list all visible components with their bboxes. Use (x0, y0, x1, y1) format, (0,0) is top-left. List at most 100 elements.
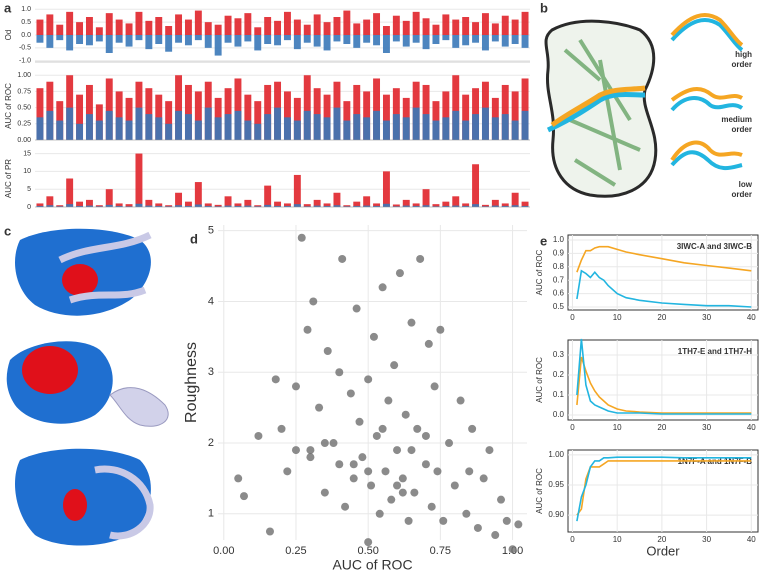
point (352, 304, 361, 313)
bar (412, 11, 420, 35)
bar (125, 97, 133, 140)
y-tick-label: 10 (23, 168, 31, 175)
point (433, 467, 442, 476)
bar (491, 117, 499, 140)
bar (491, 35, 499, 42)
chart-title: 1TH7-E and 1TH7-H (678, 347, 752, 356)
bar (76, 123, 84, 140)
bar (392, 35, 400, 42)
x-tick-label: 20 (657, 423, 666, 432)
point (277, 424, 286, 433)
bar (303, 204, 311, 207)
bar (412, 35, 420, 43)
point (364, 538, 373, 547)
bar (343, 205, 351, 207)
order-label: high (735, 50, 752, 59)
point (367, 481, 376, 490)
bar (95, 206, 103, 207)
bar (432, 24, 440, 35)
bar (204, 22, 212, 35)
bar (184, 19, 192, 35)
bar (214, 204, 222, 207)
y-tick-label: 1.00 (548, 450, 564, 459)
y-tick-label: 1 (208, 508, 214, 520)
bar (214, 35, 222, 56)
point (355, 417, 364, 426)
bar (452, 75, 460, 140)
bar (323, 22, 331, 35)
bar (95, 27, 103, 35)
bar (472, 204, 480, 207)
bar (184, 84, 192, 140)
x-tick-label: 0 (570, 535, 575, 544)
bar (184, 35, 192, 46)
bar (56, 35, 64, 41)
y-tick-label: 0.50 (17, 104, 31, 111)
bar (125, 204, 133, 207)
bar (442, 14, 450, 35)
bar (363, 205, 371, 207)
bar (135, 203, 143, 207)
bar (333, 192, 341, 207)
bar (303, 35, 311, 43)
bar (66, 204, 74, 207)
point (398, 474, 407, 483)
bar (343, 35, 351, 44)
point (445, 439, 454, 448)
y-axis-label: AUC of PR (4, 159, 13, 198)
point (364, 467, 373, 476)
bar (184, 114, 192, 140)
bar (165, 206, 173, 207)
point (364, 375, 373, 384)
bar (363, 117, 371, 140)
bar (363, 196, 371, 207)
bar (353, 201, 361, 207)
x-tick-label: 0.00 (213, 545, 234, 557)
point (315, 403, 324, 412)
bar (452, 110, 460, 140)
bar (194, 91, 202, 140)
bar (373, 205, 381, 207)
bar (194, 204, 202, 207)
bar (303, 110, 311, 140)
bar (125, 206, 133, 207)
bar (491, 199, 499, 207)
bar (382, 35, 390, 53)
point (234, 474, 243, 483)
bar (254, 206, 262, 207)
bar (85, 35, 93, 46)
bar (56, 24, 64, 35)
bar (491, 205, 499, 207)
bar (274, 201, 282, 207)
bar (56, 120, 64, 140)
point (309, 297, 318, 306)
bar (234, 18, 242, 35)
y-tick-label: 0.2 (553, 370, 565, 379)
bar (412, 205, 420, 207)
point (390, 361, 399, 370)
point (271, 375, 280, 384)
bar (254, 123, 262, 140)
bar (264, 204, 272, 207)
bar (105, 189, 113, 207)
bar (165, 35, 173, 52)
bar (511, 35, 519, 44)
bar (382, 120, 390, 140)
bar (244, 13, 252, 36)
bar (115, 19, 123, 35)
bar (442, 35, 450, 41)
bar (472, 164, 480, 207)
point (401, 410, 410, 419)
bar (472, 114, 480, 140)
bar (363, 91, 371, 140)
bar (194, 10, 202, 35)
bar (234, 203, 242, 207)
bar (333, 107, 341, 140)
bar (402, 20, 410, 35)
bar (373, 110, 381, 140)
point (372, 431, 381, 440)
bar (264, 17, 272, 35)
bar (452, 35, 460, 48)
bar (85, 205, 93, 207)
